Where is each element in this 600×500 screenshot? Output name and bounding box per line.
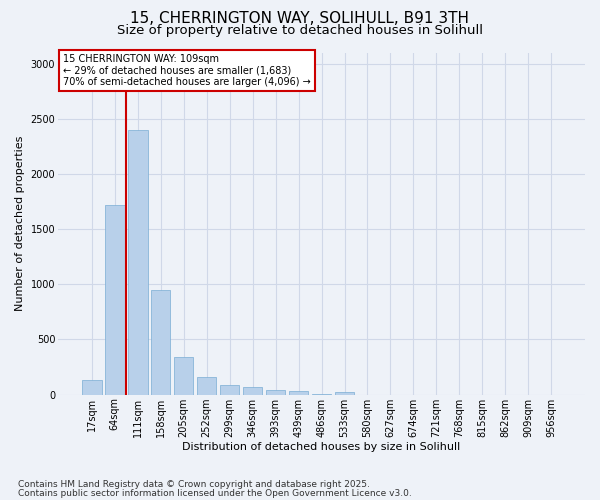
Bar (151, 290, 170, 395)
Bar (174, 357, 193, 395)
Bar (220, 384, 239, 394)
Text: Contains HM Land Registry data © Crown copyright and database right 2025.: Contains HM Land Registry data © Crown c… (18, 480, 370, 489)
Text: Size of property relative to detached houses in Solihull: Size of property relative to detached ho… (117, 24, 483, 37)
Bar (289, 392, 308, 394)
Bar (105, 205, 125, 394)
X-axis label: Distribution of detached houses by size in Solihull: Distribution of detached houses by size … (182, 442, 461, 452)
Y-axis label: Number of detached properties: Number of detached properties (15, 136, 25, 312)
Text: Contains public sector information licensed under the Open Government Licence v3: Contains public sector information licen… (18, 489, 412, 498)
Bar (335, 392, 354, 394)
Bar (197, 377, 217, 394)
Bar (128, 130, 148, 394)
Text: 15, CHERRINGTON WAY, SOLIHULL, B91 3TH: 15, CHERRINGTON WAY, SOLIHULL, B91 3TH (131, 11, 470, 26)
Bar (266, 390, 286, 394)
Bar (82, 380, 101, 394)
Text: 15 CHERRINGTON WAY: 109sqm
← 29% of detached houses are smaller (1,683)
70% of s: 15 CHERRINGTON WAY: 109sqm ← 29% of deta… (64, 54, 311, 88)
Bar (243, 388, 262, 394)
